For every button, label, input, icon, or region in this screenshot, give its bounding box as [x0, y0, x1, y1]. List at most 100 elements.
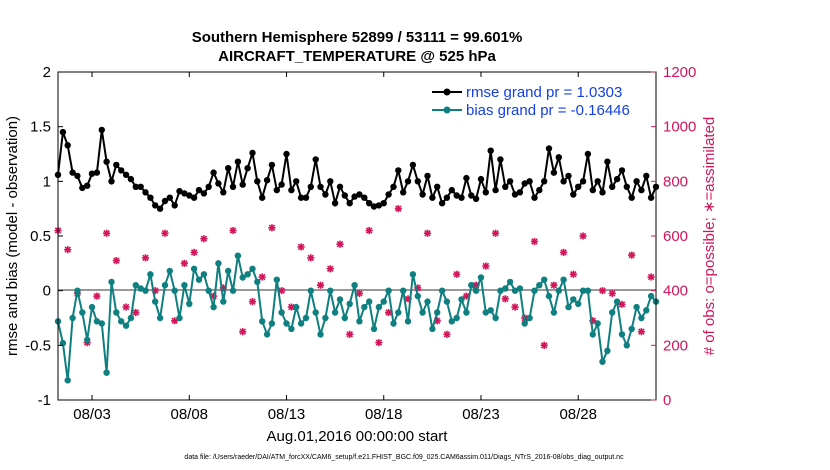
rmse-point [69, 169, 76, 176]
bias-point [205, 287, 212, 294]
rmse-point [414, 178, 421, 185]
rmse-point [409, 161, 417, 169]
bias-point [122, 322, 130, 329]
bias-point [268, 320, 276, 327]
bias-point [229, 287, 237, 294]
left-tick-label: 0.5 [30, 228, 51, 245]
rmse-point [589, 186, 596, 194]
bias-point [283, 320, 290, 327]
rmse-point [633, 178, 640, 185]
rmse-point [190, 194, 198, 201]
rmse-point [327, 178, 334, 185]
bias-point [181, 282, 188, 289]
rmse-point [171, 202, 178, 209]
rmse-point [424, 172, 431, 180]
rmse-point [419, 191, 426, 198]
obs-marker [316, 281, 325, 289]
rmse-point [395, 167, 402, 174]
bias-point [385, 287, 392, 294]
bias-point [609, 309, 616, 316]
rmse-point [492, 186, 499, 194]
obs-marker [132, 308, 140, 317]
bias-point [249, 265, 256, 272]
bias-point [511, 287, 519, 294]
rmse-point [356, 191, 363, 198]
rmse-point [575, 183, 582, 190]
rmse-point [380, 200, 387, 207]
rmse-point [200, 190, 208, 197]
bias-series-line [57, 255, 657, 381]
rmse-point [638, 186, 645, 194]
rmse-point [64, 142, 71, 149]
rmse-point [249, 149, 256, 157]
bias-point [161, 282, 169, 289]
bias-point [458, 296, 465, 303]
rmse-point [132, 183, 139, 190]
bias-point [599, 358, 606, 365]
rmse-point [181, 190, 188, 197]
bias-point [482, 309, 489, 316]
obs-marker [64, 246, 72, 254]
rmse-point [516, 189, 524, 196]
bias-point [93, 318, 101, 325]
rmse-point [438, 200, 446, 207]
rmse-point [351, 193, 358, 200]
bias-point [623, 342, 630, 349]
obs-marker [579, 232, 587, 240]
bias-point [404, 318, 412, 325]
bias-point [545, 292, 553, 300]
legend-rmse-label: rmse grand pr = 1.0303 [466, 84, 622, 101]
rmse-point [288, 186, 295, 194]
rmse-point [137, 183, 144, 190]
obs-marker [307, 254, 315, 262]
bias-point [531, 287, 538, 294]
rmse-point [434, 183, 441, 190]
bias-point [215, 260, 222, 267]
x-tick-label: 08/08 [170, 406, 208, 423]
rmse-point [429, 194, 436, 201]
obs-marker [569, 270, 577, 278]
bias-point [336, 296, 344, 303]
bias-point [370, 325, 378, 333]
rmse-point [152, 202, 159, 209]
obs-marker [122, 303, 130, 311]
rmse-point [609, 183, 616, 190]
bias-point [346, 300, 353, 307]
left-tick-label: 2 [43, 64, 51, 81]
bias-point [570, 296, 577, 303]
rmse-point [623, 183, 630, 190]
rmse-point [302, 194, 310, 201]
rmse-point [482, 189, 489, 196]
rmse-point [555, 154, 562, 161]
bias-point [361, 303, 368, 311]
rmse-point [463, 174, 470, 182]
bias-point [414, 292, 421, 300]
right-tick-label: 800 [663, 173, 688, 190]
rmse-point [147, 194, 154, 201]
rmse-point [570, 191, 577, 198]
bias-point [351, 282, 358, 289]
left-tick-label: 1.5 [30, 119, 51, 136]
obs-marker [278, 287, 286, 295]
rmse-point [541, 178, 548, 185]
x-tick-label: 08/13 [268, 406, 306, 423]
rmse-point [88, 170, 96, 177]
bias-point [492, 314, 499, 322]
rmse-point [647, 194, 655, 201]
bias-point [502, 285, 509, 292]
obs-marker [112, 257, 120, 265]
bias-point [555, 287, 562, 294]
rmse-point [472, 195, 480, 202]
bias-point [613, 298, 621, 305]
chart-title-line1: Southern Hemisphere 52899 / 53111 = 99.6… [192, 29, 523, 46]
right-tick-label: 600 [663, 228, 688, 245]
bias-point [356, 318, 363, 325]
rmse-point [618, 167, 626, 174]
obs-marker [618, 300, 626, 308]
bias-point [618, 331, 626, 338]
bias-point [604, 347, 611, 354]
rmse-point [643, 172, 650, 180]
bias-point [633, 303, 640, 311]
obs-marker [453, 270, 461, 278]
obs-marker [647, 273, 655, 281]
